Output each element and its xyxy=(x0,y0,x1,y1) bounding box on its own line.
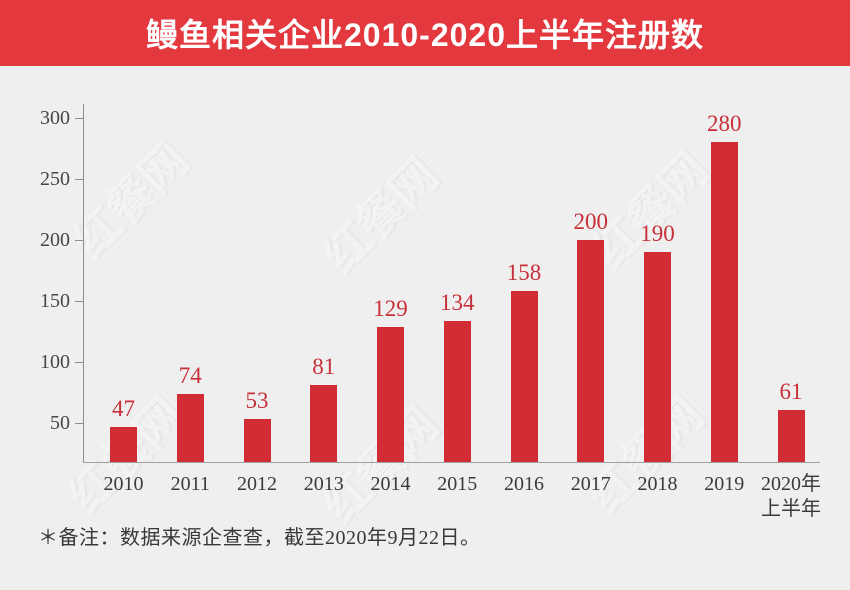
bar-value-label: 200 xyxy=(573,209,609,234)
x-axis-label-line: 2016 xyxy=(504,473,544,495)
bar-value-label: 61 xyxy=(779,378,803,404)
y-axis-tick-label: 250 xyxy=(40,168,70,190)
bar xyxy=(777,409,805,462)
bar-value-label: 129 xyxy=(373,295,408,321)
y-axis-line xyxy=(83,104,84,462)
x-axis-label-line: 2020年 xyxy=(761,473,821,495)
x-axis-label-line: 上半年 xyxy=(761,498,821,520)
bar xyxy=(377,326,404,462)
y-axis-tick xyxy=(75,301,83,302)
x-axis-label-line: 2015 xyxy=(437,473,478,495)
x-axis-label-line: 2011 xyxy=(170,473,210,495)
bar xyxy=(577,240,605,462)
x-axis-label: 2010 xyxy=(79,472,169,497)
bar-value-label: 53 xyxy=(245,388,269,414)
bar-value-label: 280 xyxy=(707,111,742,137)
title-banner: 鳗鱼相关企业2010-2020上半年注册数 xyxy=(0,0,850,66)
bar-value-label: 74 xyxy=(178,362,202,388)
x-axis-label-line: 2012 xyxy=(237,473,277,495)
y-axis-tick xyxy=(75,362,83,363)
x-axis-label: 2015 xyxy=(412,472,502,497)
x-axis-label-line: 2019 xyxy=(704,473,745,495)
x-axis-label: 2019 xyxy=(679,472,769,497)
x-axis-label-line: 2010 xyxy=(103,473,144,495)
x-axis-label: 2018 xyxy=(613,472,703,497)
footnote: ＊备注：数据来源企查查，截至2020年9月22日。 xyxy=(38,527,481,549)
bar xyxy=(176,393,204,462)
watermark-text: 红餐网 xyxy=(63,132,199,268)
y-axis-tick xyxy=(75,240,83,241)
x-axis-label: 2016 xyxy=(479,472,569,497)
bar xyxy=(310,385,338,462)
bar-value-label: 134 xyxy=(440,289,475,315)
bar xyxy=(443,320,471,462)
watermark-text: 红餐网 xyxy=(313,147,449,283)
y-axis-tick xyxy=(75,179,83,180)
x-axis-line xyxy=(83,462,820,463)
bar xyxy=(243,419,271,462)
x-axis-label-line: 2013 xyxy=(303,473,344,495)
x-axis-label: 2013 xyxy=(279,472,369,497)
x-axis-label-line: 2018 xyxy=(637,473,678,495)
x-axis-label: 2020年上半年 xyxy=(746,472,836,522)
y-axis-tick-label: 200 xyxy=(40,229,70,251)
bar-value-label: 158 xyxy=(506,260,542,286)
y-axis-tick xyxy=(75,118,83,119)
y-axis-tick-label: 150 xyxy=(40,290,70,312)
y-axis-tick xyxy=(75,423,83,424)
x-axis-label: 2011 xyxy=(145,472,235,497)
page-title: 鳗鱼相关企业2010-2020上半年注册数 xyxy=(145,17,705,53)
x-axis-label-line: 2014 xyxy=(370,473,411,495)
x-axis-label: 2012 xyxy=(212,472,302,497)
bar xyxy=(710,142,738,462)
x-axis-label-line: 2017 xyxy=(570,473,611,495)
bar xyxy=(644,252,671,462)
y-axis-tick-label: 300 xyxy=(40,107,70,129)
bar-value-label: 81 xyxy=(312,354,336,380)
y-axis-tick-label: 50 xyxy=(50,412,70,434)
x-axis-label: 2017 xyxy=(546,472,636,497)
x-axis-label: 2014 xyxy=(346,472,436,497)
bar xyxy=(110,426,137,462)
bar-value-label: 47 xyxy=(112,395,135,421)
bar xyxy=(510,291,538,462)
bar-value-label: 190 xyxy=(640,221,675,247)
y-axis-tick-label: 100 xyxy=(40,351,70,373)
